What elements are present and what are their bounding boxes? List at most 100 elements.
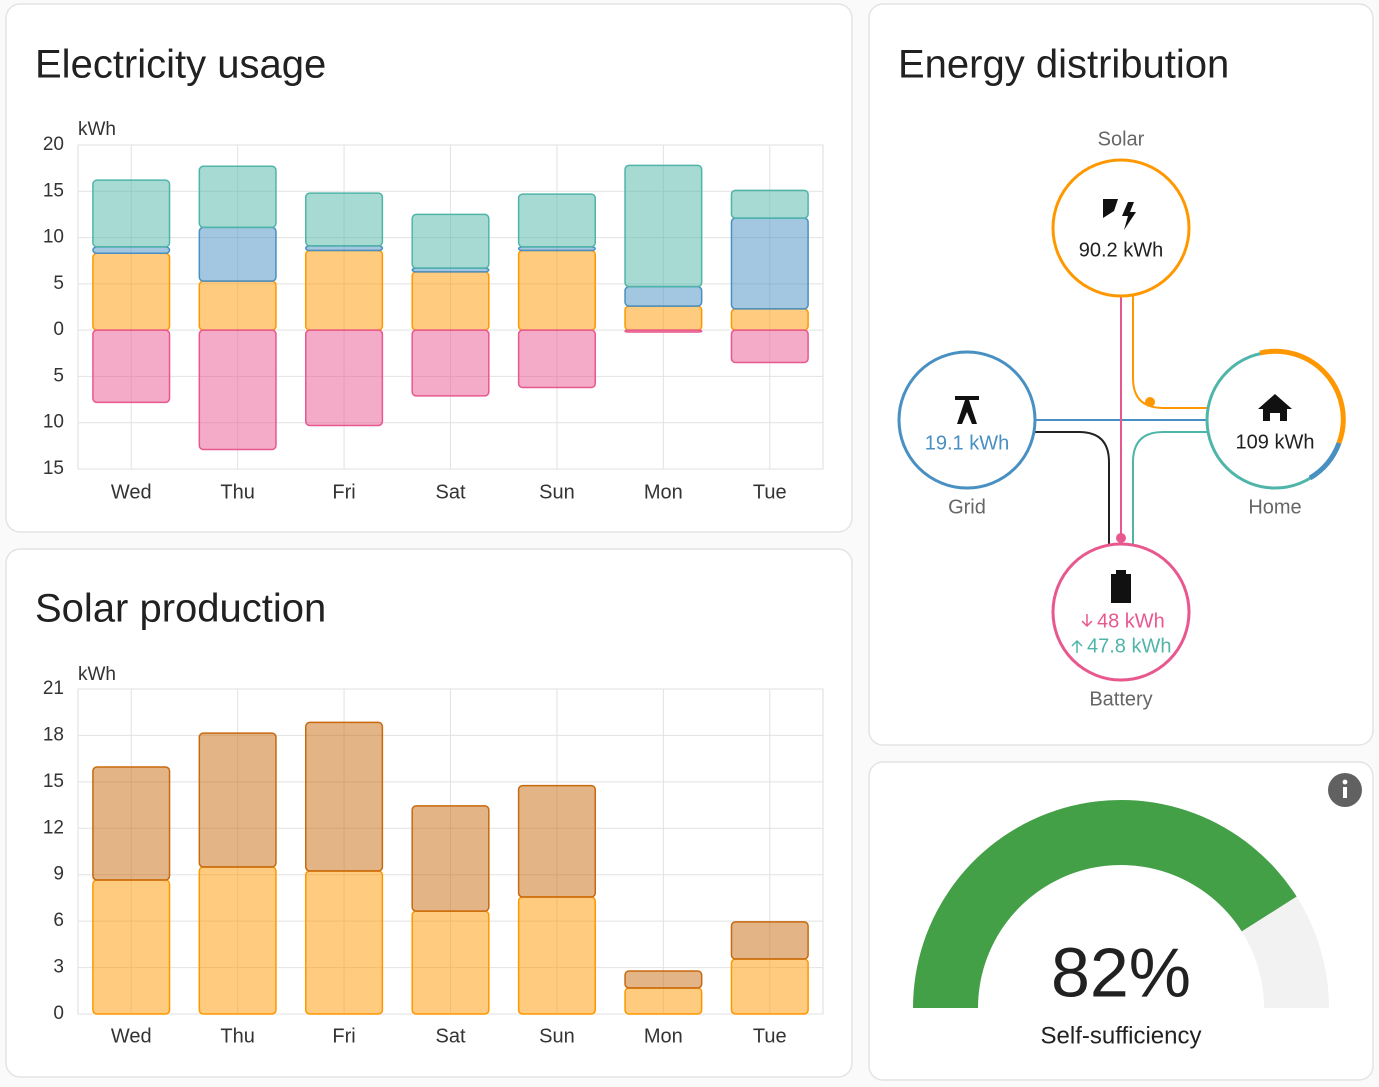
bar-segment: [730, 189, 809, 219]
flow-line: [1132, 296, 1207, 409]
chart-title: Solar production: [35, 587, 326, 631]
bar-segment: [624, 987, 703, 1015]
flow-dot: [1145, 397, 1155, 407]
bar-segment: [624, 970, 703, 989]
bar-segment: [305, 870, 384, 1015]
flows: [1035, 296, 1207, 544]
bar-segment: [92, 246, 171, 255]
gauge-title: Self-sufficiency: [1041, 1022, 1202, 1049]
bar-segment: [624, 285, 703, 307]
bar-segment: [198, 165, 277, 229]
icons: [955, 199, 1292, 603]
y-tick-label: 5: [53, 365, 64, 386]
flow-line: [1132, 431, 1207, 544]
node-value: 90.2 kWh: [1079, 239, 1163, 261]
bar-segment: [305, 249, 384, 331]
y-tick-label: 0: [53, 319, 64, 340]
x-tick-label: Sun: [539, 1025, 575, 1047]
y-tick-label: 15: [43, 771, 64, 792]
bar-segment: [198, 866, 277, 1015]
gauge-value: [913, 799, 1297, 1008]
y-tick-label: 6: [53, 910, 64, 931]
bar-segment: [92, 766, 171, 881]
x-tick-label: Thu: [220, 1025, 254, 1047]
bar-segment: [730, 217, 809, 310]
home-ring: [1308, 442, 1342, 481]
arrow-icon: [1071, 639, 1083, 653]
node-battery: [1051, 542, 1191, 682]
y-axis-unit: kWh: [78, 119, 116, 140]
x-tick-label: Fri: [332, 1025, 355, 1047]
y-tick-label: 10: [43, 412, 64, 433]
bar-segment: [198, 329, 277, 451]
x-tick-label: Mon: [644, 1025, 683, 1047]
card-title: Energy distribution: [898, 43, 1229, 87]
x-tick-label: Tue: [753, 1025, 787, 1047]
bar-segment: [517, 193, 596, 248]
x-tick-label: Sat: [435, 481, 465, 503]
bar-segment: [730, 308, 809, 331]
bar-segment: [305, 329, 384, 427]
home-ring: [1259, 348, 1346, 444]
y-tick-label: 18: [43, 724, 64, 745]
info-glyph: [1343, 787, 1347, 798]
chart-title: Electricity usage: [35, 43, 326, 87]
x-tick-label: Mon: [644, 481, 683, 503]
bar-segment: [730, 958, 809, 1015]
bar-segment: [305, 192, 384, 247]
bar-segment: [517, 249, 596, 331]
y-tick-label: 3: [53, 957, 64, 978]
bar-segment: [730, 329, 809, 364]
node-label: Home: [1248, 496, 1301, 518]
card: [868, 761, 1374, 1081]
x-tick-label: Thu: [220, 481, 254, 503]
y-tick-label: 21: [43, 678, 64, 699]
bar-segment: [517, 896, 596, 1015]
nodes: [897, 158, 1346, 682]
battery-icon: [1111, 570, 1131, 603]
bar-segment: [198, 226, 277, 282]
flow-dot: [1116, 533, 1126, 543]
node-grid: [897, 350, 1037, 490]
home-icon: [1258, 394, 1292, 421]
x-tick-label: Sat: [435, 1025, 465, 1047]
flow-line: [1035, 431, 1110, 544]
y-tick-label: 9: [53, 864, 64, 885]
y-axis-unit: kWh: [78, 664, 116, 685]
node-value: 19.1 kWh: [925, 432, 1009, 454]
bar-segment: [411, 329, 490, 397]
node-value: 48 kWh: [1097, 610, 1165, 632]
x-tick-label: Sun: [539, 481, 575, 503]
bar-segment: [624, 329, 703, 333]
y-tick-label: 15: [43, 458, 64, 479]
bar-segment: [411, 910, 490, 1015]
bar-segment: [517, 329, 596, 389]
bar-segment: [411, 271, 490, 331]
bar-segment: [92, 252, 171, 331]
bar-segment: [198, 732, 277, 868]
arrow-icon: [1081, 614, 1093, 628]
bar-segment: [730, 921, 809, 960]
bar-segment: [624, 164, 703, 288]
x-tick-label: Wed: [111, 1025, 152, 1047]
y-tick-label: 5: [53, 273, 64, 294]
y-tick-label: 20: [43, 134, 64, 155]
bar-segment: [92, 329, 171, 404]
x-tick-label: Wed: [111, 481, 152, 503]
node-label: Battery: [1089, 688, 1152, 710]
bar-segment: [92, 879, 171, 1015]
node-value: 47.8 kWh: [1087, 635, 1171, 657]
solar-icon: [1103, 199, 1136, 230]
node-value: 109 kWh: [1236, 431, 1315, 453]
bar-segment: [624, 305, 703, 331]
gauge-label: 82%: [1051, 933, 1191, 1011]
y-tick-label: 10: [43, 227, 64, 248]
bar-segment: [92, 179, 171, 248]
info-glyph: [1342, 779, 1348, 785]
y-tick-label: 12: [43, 817, 64, 838]
bar-segment: [411, 805, 490, 912]
grid-icon: [955, 396, 979, 424]
bar-segment: [305, 721, 384, 872]
bar-segment: [198, 280, 277, 331]
